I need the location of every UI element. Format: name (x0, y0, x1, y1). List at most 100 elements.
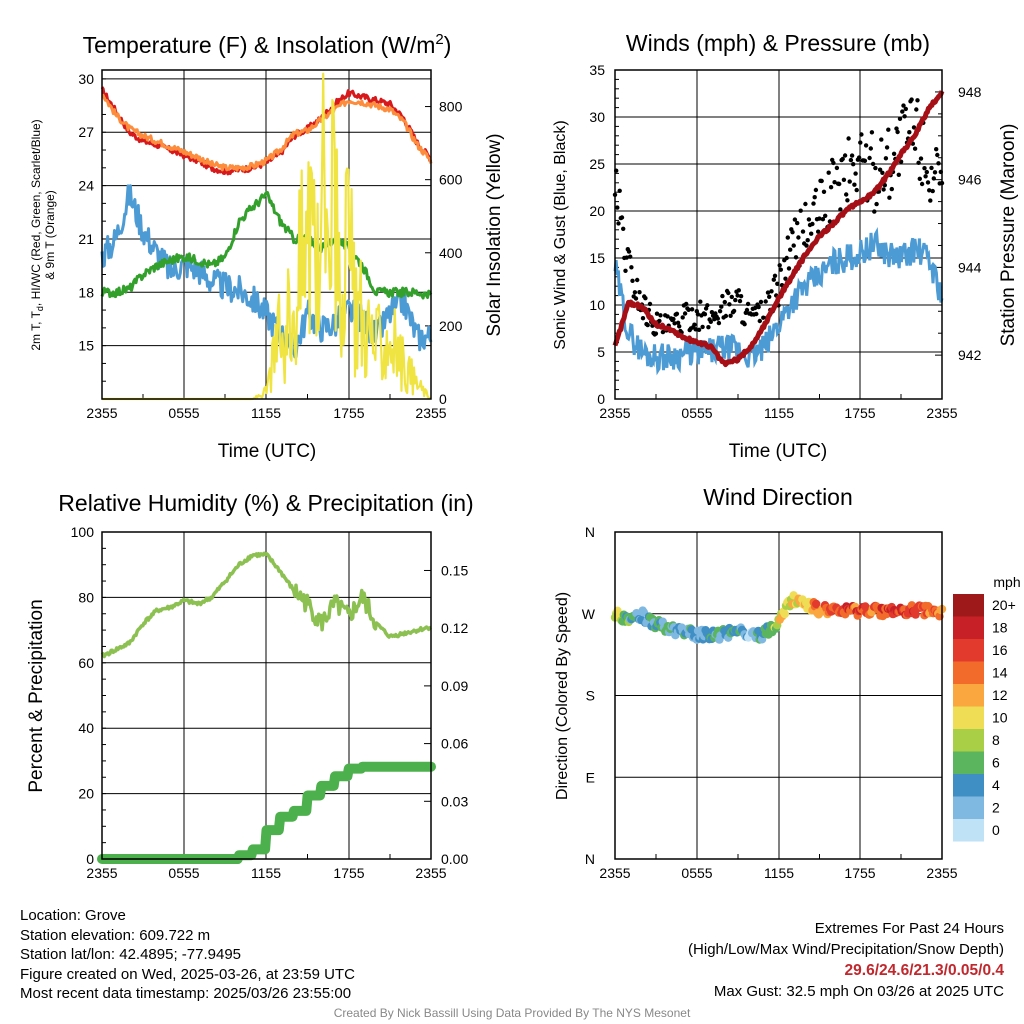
gust-point (729, 294, 734, 300)
dir-y-tick-label: N (585, 524, 595, 540)
gust-point (640, 316, 646, 321)
dir-x-tick-label: 2355 (926, 865, 957, 881)
gust-point (897, 116, 903, 122)
max-gust-text: Max Gust: 32.5 mph On 03/26 at 2025 UTC (713, 983, 1004, 1000)
temp-y-tick-label: 15 (78, 338, 94, 354)
gust-point (702, 312, 708, 317)
gust-point (813, 187, 819, 193)
extremes-info: Extremes For Past 24 Hours (High/Low/Max… (688, 918, 1004, 1002)
gust-point (900, 109, 905, 114)
dir-y-axis-label: Direction (Colored By Speed) (554, 592, 571, 800)
rh-panel (101, 531, 432, 860)
colorbar-swatch (953, 639, 984, 662)
gust-point (785, 235, 790, 240)
extremes-title: Extremes For Past 24 Hours (814, 920, 1004, 937)
gust-point (645, 322, 650, 328)
pressure-y2-tick-label: 946 (958, 172, 982, 188)
gust-point (895, 129, 900, 135)
gust-point (675, 320, 681, 325)
gust-point (844, 192, 849, 197)
gust-point (771, 277, 776, 282)
gust-point (717, 309, 723, 314)
gust-point (859, 132, 864, 137)
rh-y-tick-label: 20 (78, 786, 94, 802)
gust-point (752, 305, 758, 311)
gust-point (854, 187, 859, 193)
rh-y-tick-label: 100 (71, 524, 95, 540)
wind-y-tick-label: 20 (589, 203, 605, 219)
wind-y-tick-label: 15 (589, 250, 605, 266)
gust-point (723, 313, 729, 319)
gust-point (643, 296, 648, 301)
gust-point (821, 189, 827, 194)
wind-x-axis-label: Time (UTC) (729, 441, 828, 462)
gust-point (849, 153, 855, 158)
wind-x-tick-label: 2355 (926, 405, 957, 421)
gust-point (696, 327, 702, 332)
pressure-y2-tick-label: 944 (958, 259, 982, 275)
gust-point (916, 160, 921, 165)
pressure-y2-tick-label: 942 (958, 347, 982, 363)
gust-point (922, 166, 927, 171)
gust-point (817, 216, 822, 221)
temp-y-tick-label: 27 (78, 124, 94, 140)
gust-point (671, 316, 676, 322)
gust-point (934, 147, 939, 152)
rh-y-tick-label: 80 (78, 589, 94, 605)
gust-point (795, 220, 800, 226)
gust-point (841, 177, 847, 182)
gust-point (828, 185, 834, 190)
colorbar-tick-label: 8 (992, 732, 1000, 748)
wind-direction-point (780, 609, 789, 619)
gust-point (709, 310, 715, 315)
dir-x-tick-label: 0555 (681, 865, 712, 881)
gust-point (689, 307, 695, 312)
gust-point (633, 296, 639, 301)
gust-point (757, 318, 762, 324)
temp-series-line (100, 86, 433, 176)
temp-x-tick-label: 1755 (333, 405, 364, 421)
gust-point (769, 289, 774, 294)
gust-point (852, 182, 857, 187)
gust-point (737, 298, 743, 304)
temp-y-axis-label-line2: & 9m T (Orange) (43, 190, 57, 280)
gust-point (680, 315, 685, 320)
gust-point (758, 299, 764, 305)
gust-point (838, 207, 843, 212)
elevation-text: Station elevation: 609.722 m (20, 926, 211, 944)
gust-point (923, 174, 928, 179)
gust-point (869, 130, 875, 135)
colorbar-swatch (953, 661, 984, 684)
gust-point (727, 302, 732, 307)
colorbar-tick-label: 0 (992, 822, 1000, 838)
gust-point (915, 98, 920, 103)
gust-point (777, 263, 782, 268)
gust-point (731, 308, 737, 314)
gust-point (629, 265, 634, 270)
gust-point (919, 181, 925, 187)
gust-point (832, 180, 837, 185)
gust-point (928, 198, 933, 203)
dir-x-tick-label: 2355 (599, 865, 630, 881)
colorbar-tick-label: 14 (992, 665, 1008, 681)
gust-point (879, 137, 884, 142)
gust-point (792, 217, 798, 222)
dir-border (614, 531, 943, 860)
gust-point (763, 299, 768, 304)
gust-point (654, 311, 660, 316)
colorbar-label: mph (993, 574, 1020, 590)
gust-point (896, 172, 901, 177)
rh-x-tick-label: 0555 (168, 865, 199, 881)
colorbar-swatch (953, 774, 984, 797)
precip-y2-tick-label: 0.09 (441, 678, 468, 694)
wind-y-tick-label: 5 (597, 344, 605, 360)
temp-y2-tick-label: 400 (439, 245, 463, 261)
station-info: Location: Grove Station elevation: 609.7… (20, 906, 355, 1004)
colorbar-tick-label: 4 (992, 777, 1000, 793)
gust-point (872, 209, 877, 214)
temp-series-line (100, 190, 433, 300)
gust-point (674, 311, 680, 316)
dir-x-tick-label: 1755 (844, 865, 875, 881)
gust-point (705, 303, 710, 308)
gust-point (761, 315, 766, 320)
